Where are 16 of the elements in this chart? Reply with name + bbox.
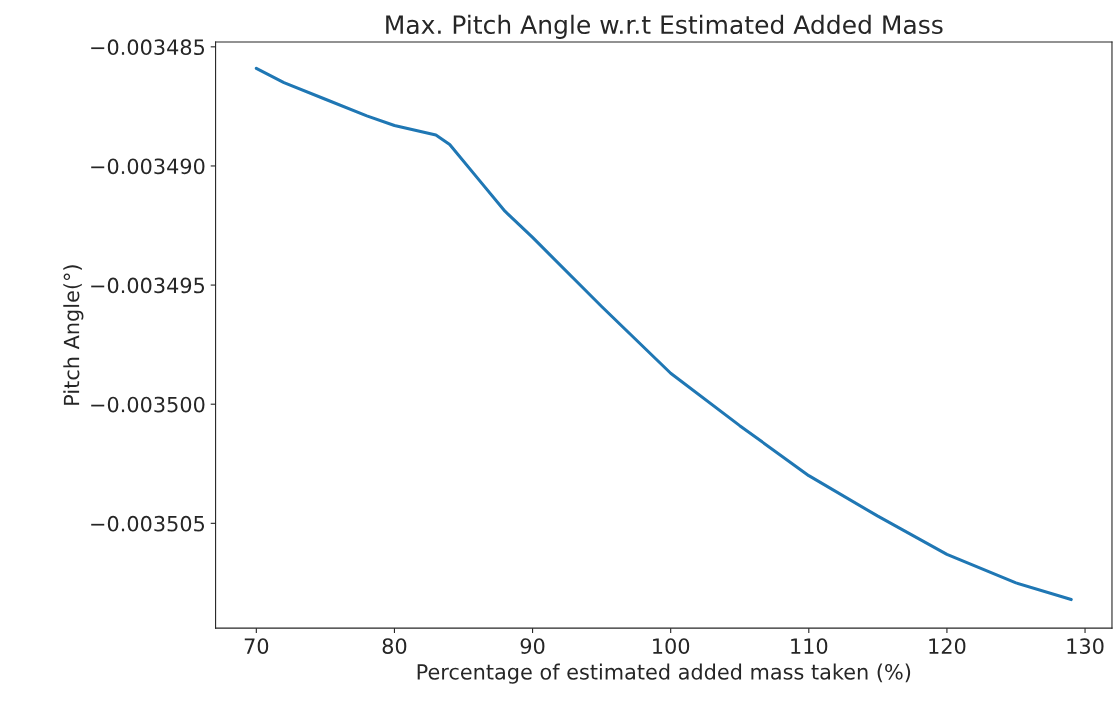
x-tick-label: 80 <box>382 638 407 654</box>
chart-title: Max. Pitch Angle w.r.t Estimated Added Mass <box>386 14 943 39</box>
x-tick-label: 110 <box>791 638 828 654</box>
y-tick-label: −0.003490 <box>91 158 205 175</box>
x-tick-label: 70 <box>244 638 269 654</box>
x-tick-label: 100 <box>653 638 690 654</box>
y-axis-title: Pitch Angle(°) <box>63 265 84 405</box>
x-tick-label: 120 <box>929 638 966 654</box>
line-series <box>254 66 1073 602</box>
x-tick-label: 130 <box>1067 638 1104 654</box>
x-tick-label: 90 <box>520 638 545 654</box>
y-tick-label: −0.003495 <box>91 277 205 294</box>
y-tick-label: −0.003485 <box>91 39 205 56</box>
y-tick-label: −0.003505 <box>91 515 205 532</box>
x-axis-title: Percentage of estimated added mass taken (%) <box>417 663 911 684</box>
y-tick-label: −0.003500 <box>91 396 205 413</box>
